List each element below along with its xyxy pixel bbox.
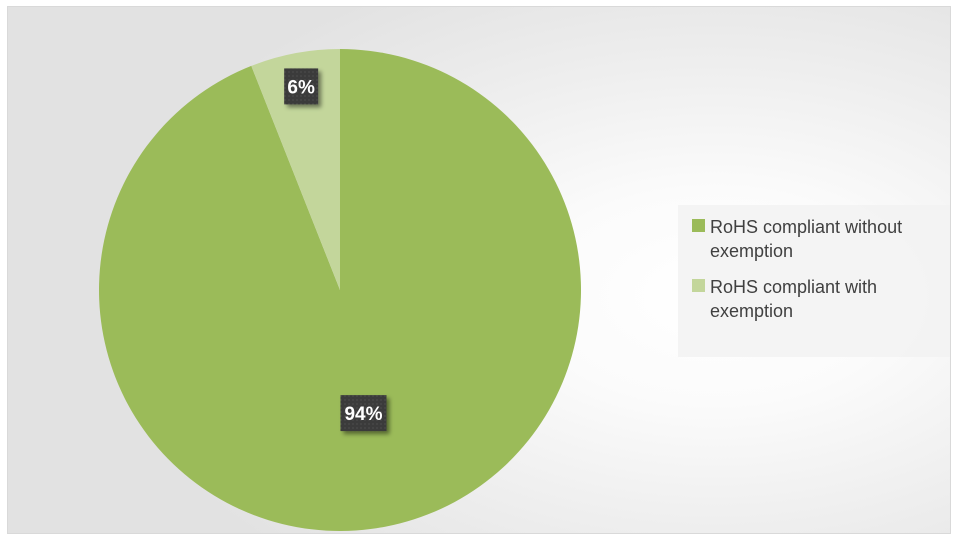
legend-item-2: RoHS compliant with exemption [692, 275, 948, 323]
legend-swatch-1 [692, 219, 705, 232]
pie-data-labels: 94% 6% [284, 68, 387, 432]
legend-label-2: RoHS compliant with exemption [710, 277, 878, 321]
chart-legend: RoHS compliant without exemption RoHS com… [678, 205, 950, 357]
pie-chart: 94% 6% [99, 49, 582, 532]
legend-item-1: RoHS compliant without exemption [692, 215, 948, 263]
pie-slice-1 [99, 49, 582, 532]
pie-slices [99, 49, 582, 532]
data-label-1: 94% [344, 404, 382, 425]
legend-swatch-2 [692, 279, 705, 292]
data-label-box-1 [340, 395, 387, 432]
chart-area: 94% 6% RoHS compliant without exemption Ro… [7, 6, 951, 534]
data-label-2: 6% [287, 77, 315, 98]
pie-slice-2 [251, 49, 340, 290]
data-label-box-2 [284, 68, 319, 105]
legend-label-1: RoHS compliant without exemption [710, 217, 903, 261]
